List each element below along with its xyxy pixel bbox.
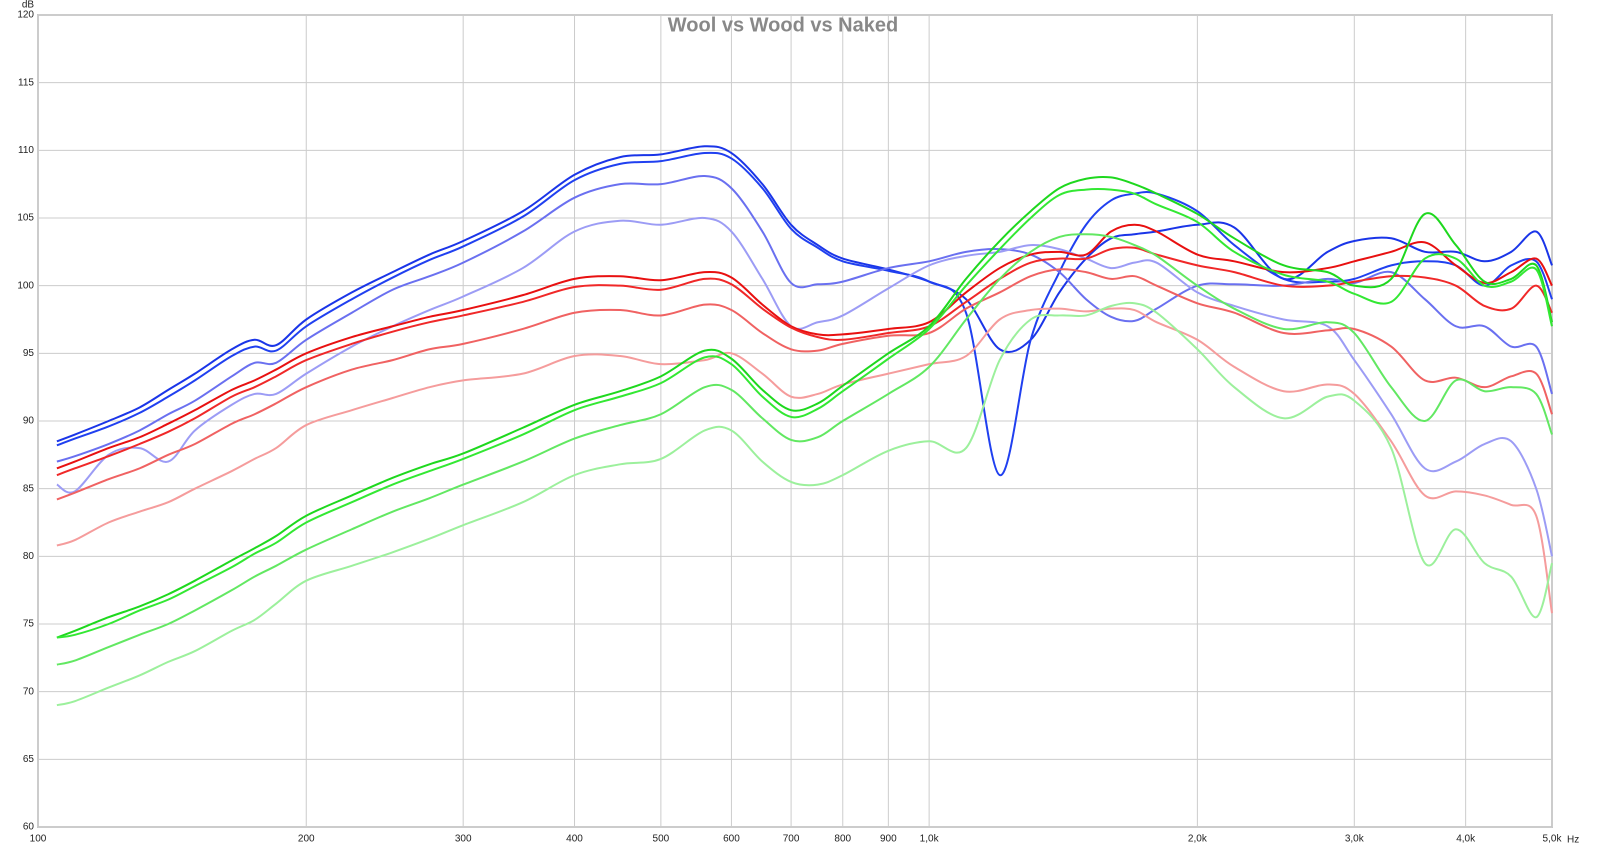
series-line (56, 301, 1553, 707)
series-line (56, 307, 1553, 614)
x-tick-label: 400 (566, 834, 583, 845)
series-line (56, 187, 1553, 639)
x-tick-label: 600 (723, 834, 740, 845)
x-tick-label: 900 (880, 834, 897, 845)
series-line (56, 145, 1553, 443)
series-line (56, 175, 1553, 639)
x-tick-label: 100 (30, 834, 47, 845)
y-tick-label: 90 (23, 416, 35, 427)
y-tick-label: 105 (17, 213, 34, 224)
chart-title: Wool vs Wood vs Naked (668, 14, 898, 36)
x-tick-label: 2,0k (1188, 834, 1208, 845)
y-tick-label: 80 (23, 551, 35, 562)
x-tick-label: 800 (834, 834, 851, 845)
series-line (56, 216, 1553, 557)
x-tick-label: 200 (298, 834, 315, 845)
series-line (56, 246, 1553, 477)
x-tick-label: 300 (455, 834, 472, 845)
series-line (56, 268, 1553, 501)
series-line (56, 175, 1553, 463)
y-tick-label: 60 (23, 822, 35, 833)
series-line (56, 151, 1553, 477)
x-tick-label: 3,0k (1345, 834, 1365, 845)
y-tick-label: 95 (23, 348, 35, 359)
series-line (56, 233, 1553, 666)
x-tick-label: 1,0k (920, 834, 940, 845)
x-tick-label: 500 (653, 834, 670, 845)
y-tick-label: 115 (18, 77, 34, 88)
x-tick-label: 4,0k (1456, 834, 1476, 845)
y-tick-label: 65 (23, 754, 35, 765)
x-tick-label: 700 (783, 834, 800, 845)
x-tick-label: 5,0k (1543, 834, 1563, 845)
y-unit: dB (22, 0, 35, 11)
series-line (56, 223, 1553, 470)
x-unit: Hz (1567, 835, 1579, 846)
y-tick-label: 120 (17, 10, 34, 21)
plot-layer (37, 14, 1553, 828)
y-tick-label: 100 (17, 280, 34, 291)
y-tick-label: 85 (23, 483, 35, 494)
y-tick-label: 75 (23, 619, 35, 630)
y-tick-label: 70 (23, 686, 35, 697)
y-tick-label: 110 (18, 145, 34, 156)
